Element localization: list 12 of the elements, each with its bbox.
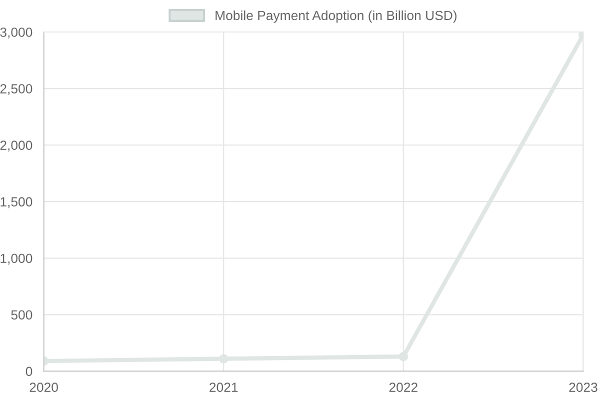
y-tick-label: 500 (11, 310, 32, 320)
y-tick-label: 1,000 (0, 254, 32, 265)
y-tick-label: 2,000 (0, 140, 32, 152)
x-tick-label: 2020 (30, 382, 58, 392)
x-tick-label: 2021 (210, 382, 238, 392)
y-tick-label: 3,000 (0, 28, 32, 38)
legend-label: Mobile Payment Adoption (in Billion USD) (216, 10, 456, 23)
y-tick-label: 1,500 (0, 197, 32, 208)
x-tick-label: 2023 (569, 382, 598, 392)
y-tick-label: 2,500 (0, 84, 32, 96)
x-tick-label: 2022 (389, 382, 418, 392)
y-tick-label: 0 (26, 366, 32, 376)
